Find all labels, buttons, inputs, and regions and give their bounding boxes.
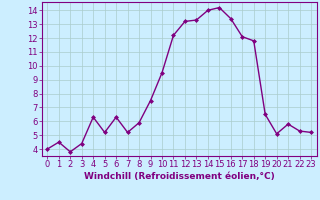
- X-axis label: Windchill (Refroidissement éolien,°C): Windchill (Refroidissement éolien,°C): [84, 172, 275, 181]
